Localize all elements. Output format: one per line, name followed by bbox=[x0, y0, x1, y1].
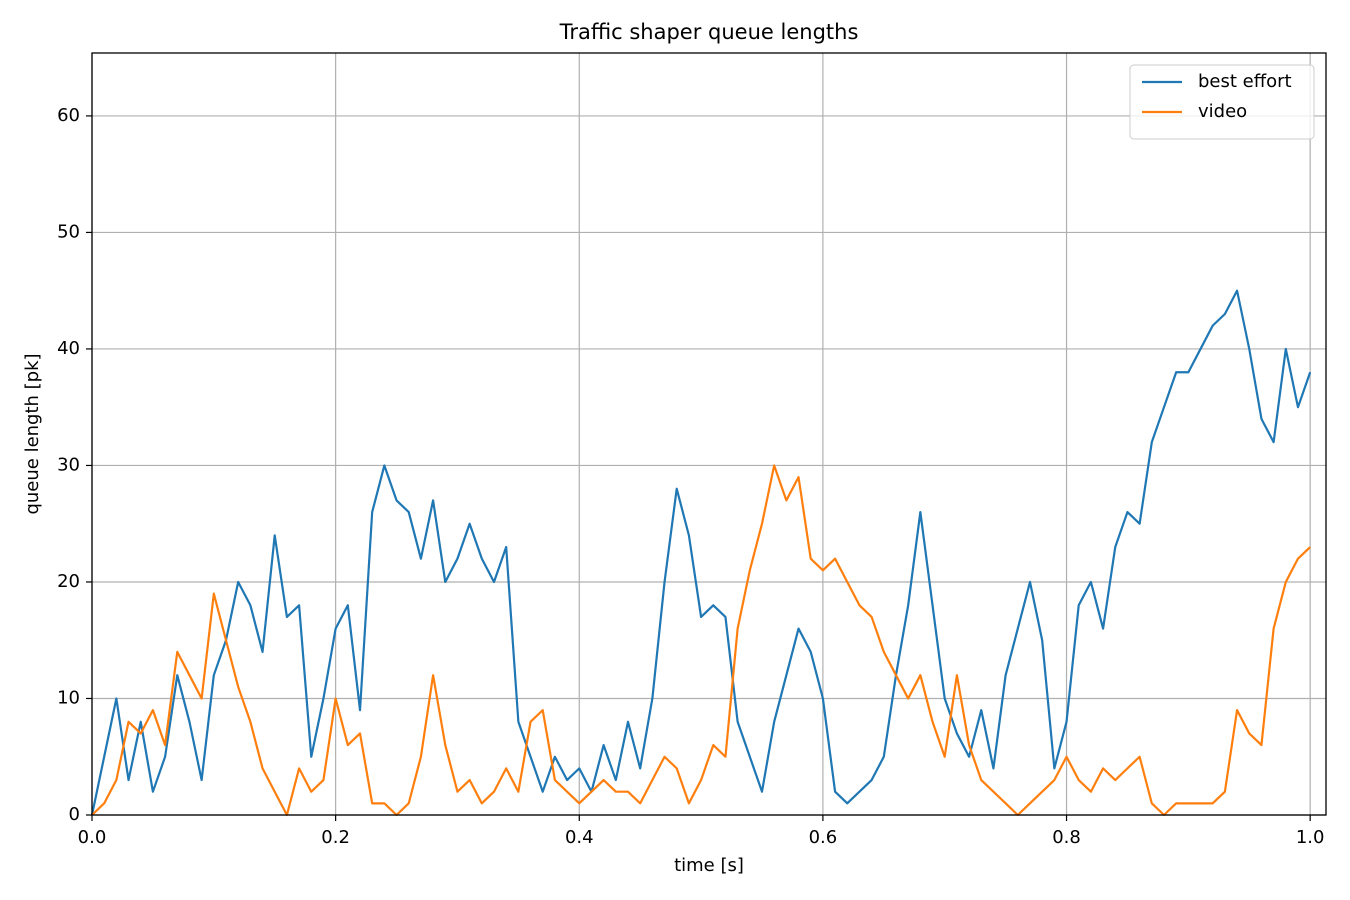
legend-label: video bbox=[1198, 101, 1247, 122]
x-tick-label: 0.0 bbox=[78, 827, 107, 848]
y-axis-label: queue length [pk] bbox=[22, 353, 43, 514]
x-tick-label: 0.2 bbox=[321, 827, 350, 848]
y-tick-label: 30 bbox=[57, 454, 80, 475]
x-tick-label: 0.8 bbox=[1052, 827, 1081, 848]
x-tick-label: 0.6 bbox=[809, 827, 838, 848]
lines bbox=[90, 289, 1312, 817]
y-tick-label: 40 bbox=[57, 338, 80, 359]
y-tick-label: 60 bbox=[57, 105, 80, 126]
x-tick-label: 1.0 bbox=[1296, 827, 1325, 848]
y-tick-label: 20 bbox=[57, 571, 80, 592]
x-axis-label: time [s] bbox=[674, 855, 744, 876]
y-tick-label: 10 bbox=[57, 687, 80, 708]
y-tick-label: 50 bbox=[57, 221, 80, 242]
series-line bbox=[90, 289, 1312, 816]
legend-box bbox=[1129, 64, 1315, 140]
legend-label: best effort bbox=[1198, 71, 1292, 92]
plot-frame bbox=[91, 52, 1327, 816]
x-tick-label: 0.4 bbox=[565, 827, 594, 848]
chart-title: Traffic shaper queue lengths bbox=[559, 20, 859, 44]
y-tick-label: 0 bbox=[69, 804, 80, 825]
series-line bbox=[91, 464, 1311, 817]
legend: best effort video bbox=[1129, 64, 1315, 140]
